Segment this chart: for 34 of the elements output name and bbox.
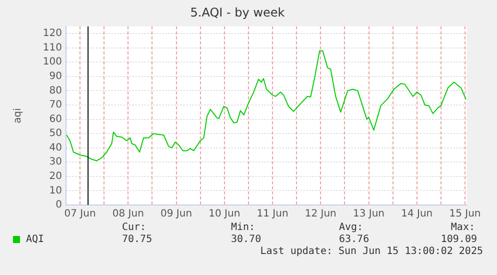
x-tick-label: 12 Jun xyxy=(304,208,336,220)
text: Last update: Sun Jun 15 13:00:02 2025 xyxy=(260,246,483,258)
y-tick-label: 100 xyxy=(42,56,62,68)
y-tick-label: 30 xyxy=(49,156,62,168)
y-tick-label: 120 xyxy=(42,28,62,40)
text: Cur: xyxy=(122,222,146,234)
y-tick-label: 70 xyxy=(49,100,62,111)
x-tick-label: 07 Jun xyxy=(64,208,96,220)
text: 109.09 xyxy=(440,234,477,246)
y-tick-label: 10 xyxy=(49,185,62,196)
text: Max: xyxy=(450,222,475,234)
y-axis-title: aqi xyxy=(12,108,24,124)
y-tick-label: 60 xyxy=(49,114,62,125)
y-tick-label: 20 xyxy=(49,171,62,182)
text: Avg: xyxy=(339,222,364,234)
y-tick-label: 80 xyxy=(49,85,62,96)
y-tick-label: 110 xyxy=(42,42,62,54)
x-tick-label: 08 Jun xyxy=(112,208,144,220)
x-tick-label: 10 Jun xyxy=(208,208,240,220)
text: 63.76 xyxy=(339,234,370,246)
x-tick-label: 13 Jun xyxy=(352,208,385,220)
chart-title: 5.AQI - by week xyxy=(190,5,285,20)
x-tick-label: 14 Jun xyxy=(401,208,433,220)
y-tick-label: 40 xyxy=(49,142,62,154)
y-tick-label: 0 xyxy=(56,200,62,211)
x-tick-label: 11 Jun xyxy=(256,208,288,220)
legend-label: AQI xyxy=(26,234,44,245)
y-tick-label: 90 xyxy=(49,71,62,82)
text: 70.75 xyxy=(122,234,152,246)
text: Min: xyxy=(231,222,256,234)
x-tick-label: 09 Jun xyxy=(160,208,192,220)
text: 30.70 xyxy=(231,234,262,246)
x-tick-label: 15 Jun xyxy=(449,208,481,220)
y-tick-label: 50 xyxy=(49,128,62,140)
